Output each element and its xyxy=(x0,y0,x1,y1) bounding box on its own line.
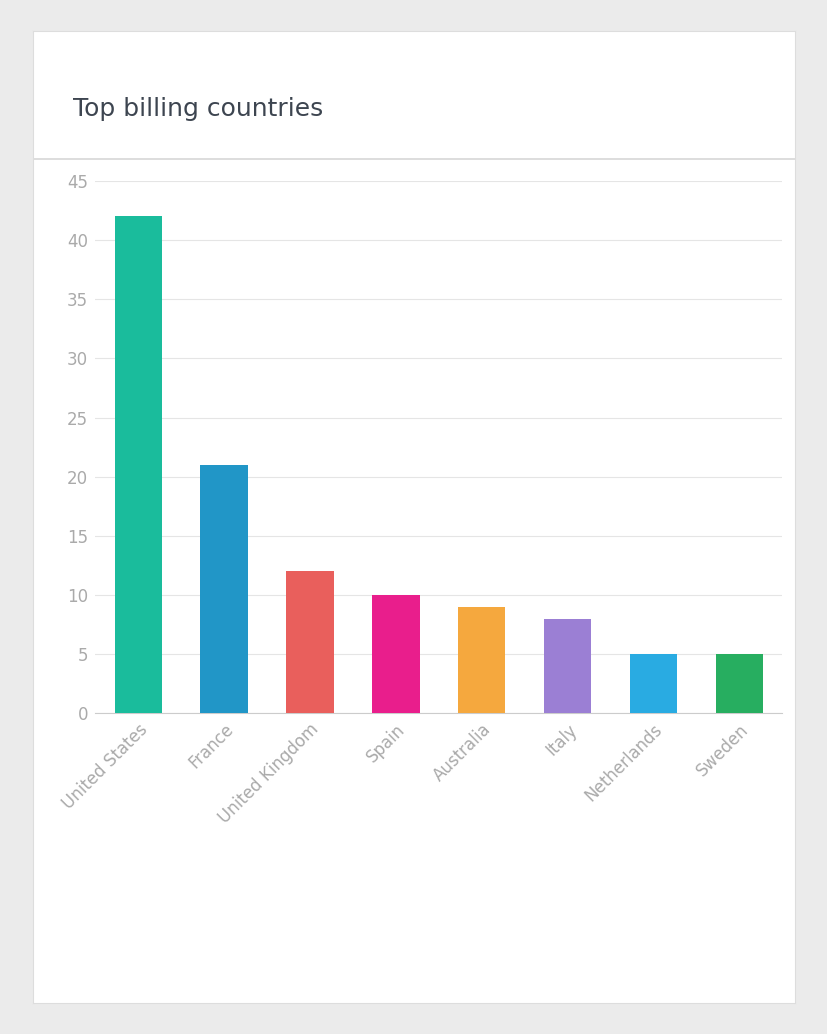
Bar xyxy=(715,655,762,713)
Bar xyxy=(543,618,590,713)
Bar xyxy=(457,607,504,713)
Bar xyxy=(629,655,676,713)
Text: Top billing countries: Top billing countries xyxy=(73,97,323,121)
Bar xyxy=(200,465,247,713)
Bar xyxy=(114,216,161,713)
Bar xyxy=(286,572,333,713)
Bar xyxy=(372,596,419,713)
